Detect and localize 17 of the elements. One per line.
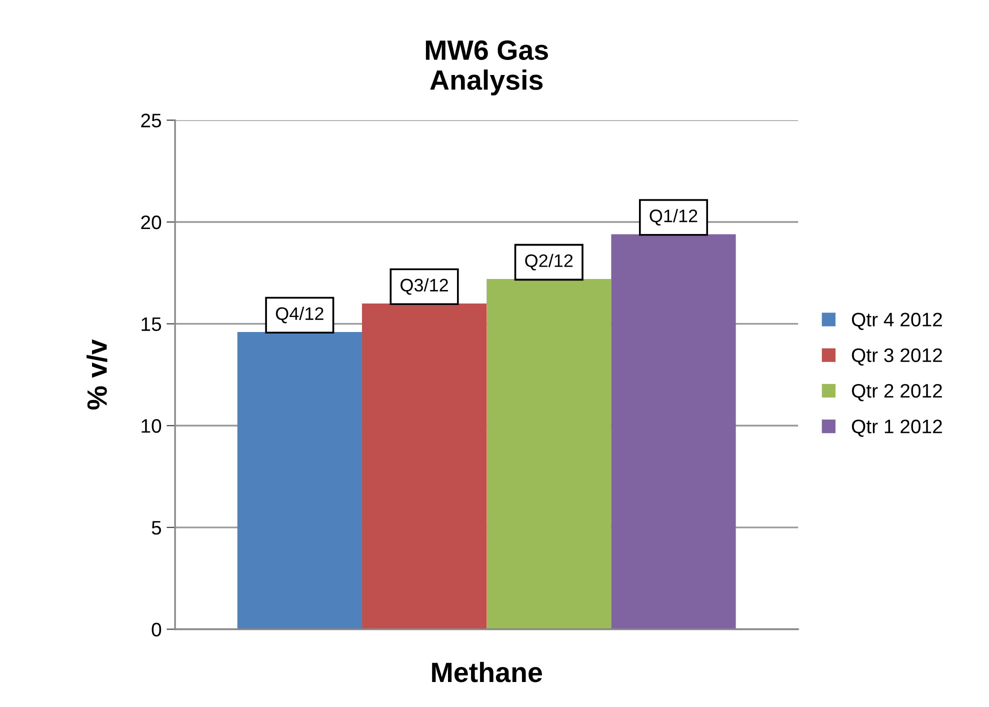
data-label: Q1/12 xyxy=(650,209,698,226)
chart-title: MW6 Gas Analysis xyxy=(426,40,548,96)
y-tick-label: 25 xyxy=(141,114,162,128)
legend-label: Qtr 1 2012 xyxy=(852,420,942,437)
data-label: Q4/12 xyxy=(276,306,324,324)
x-axis-title: Methane xyxy=(432,662,542,682)
legend-label: Qtr 3 2012 xyxy=(852,348,942,366)
y-tick-label: 0 xyxy=(152,622,162,636)
y-axis-title: % v/v xyxy=(86,339,108,410)
legend-label: Qtr 4 2012 xyxy=(852,312,942,330)
legend-label: Qtr 2 2012 xyxy=(852,384,942,402)
y-tick-label: 10 xyxy=(142,419,162,433)
y-tick-label: 20 xyxy=(141,215,162,230)
data-label: Q3/12 xyxy=(400,278,448,295)
y-tick-label: 5 xyxy=(152,521,162,535)
data-label: Q2/12 xyxy=(525,254,573,270)
y-tick-label: 15 xyxy=(142,317,162,332)
